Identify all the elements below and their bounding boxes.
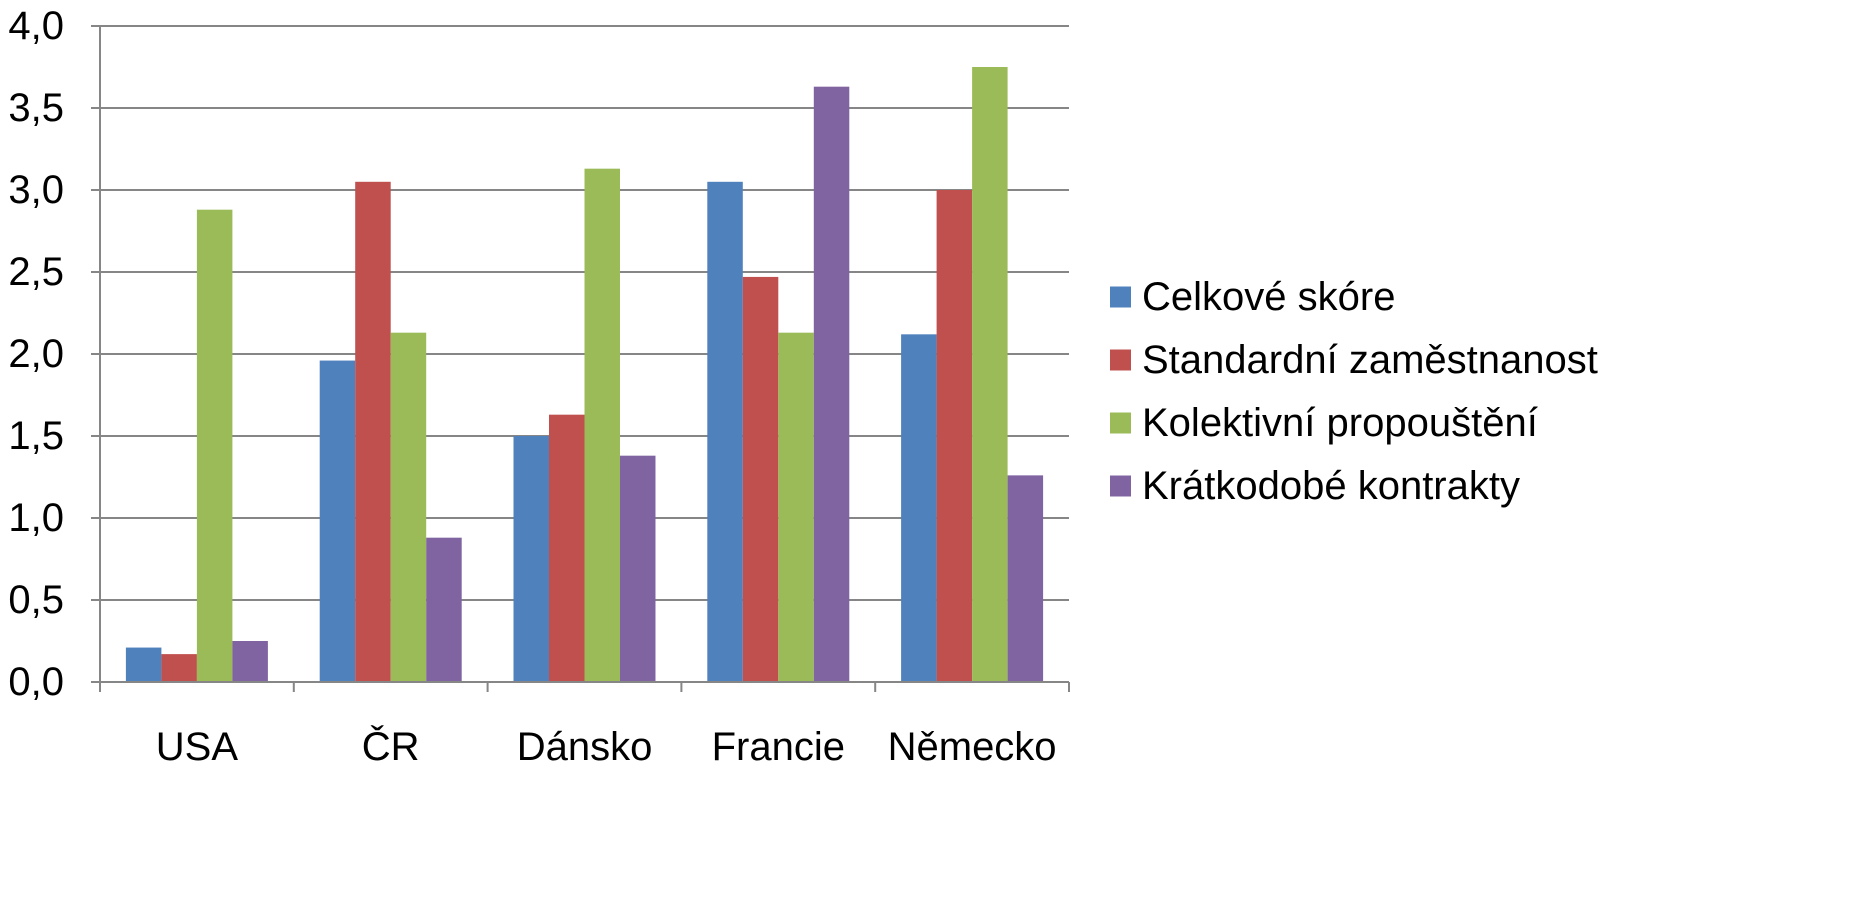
legend-label: Kolektivní propouštění	[1142, 401, 1538, 445]
x-axis-category-labels: USA ČR Dánsko Francie Německo	[156, 724, 1057, 769]
y-tick-label: 4,0	[8, 4, 64, 48]
bar-usa-kratkodobe-kontrakty	[232, 641, 268, 682]
legend-swatch-kolektivni-propousteni	[1110, 412, 1131, 434]
bar-usa-standardni-zamestnanost	[161, 654, 197, 682]
bar-usa-kolektivni-propousteni	[196, 209, 233, 682]
legend-label: Standardní zaměstnanost	[1142, 338, 1598, 382]
x-category-label: Francie	[712, 725, 845, 769]
y-tick-label: 0,5	[8, 578, 64, 622]
bar-nemecko-celkove-skore	[901, 334, 937, 682]
bar-dansko-kratkodobe-kontrakty	[620, 455, 656, 682]
bar-francie-standardni-zamestnanost	[742, 276, 779, 682]
bar-nemecko-kratkodobe-kontrakty	[1007, 475, 1044, 682]
bar-cr-standardni-zamestnanost	[355, 181, 391, 683]
bar-cr-kratkodobe-kontrakty	[426, 537, 462, 682]
bar-cr-celkove-skore	[319, 360, 356, 682]
bar-francie-kratkodobe-kontrakty	[813, 86, 850, 683]
y-tick-label: 1,0	[8, 496, 64, 540]
y-tick-label: 3,5	[8, 86, 64, 130]
x-category-label: Německo	[888, 725, 1057, 769]
bars	[125, 67, 1044, 683]
bar-francie-celkove-skore	[707, 181, 743, 683]
y-axis-tick-labels: 0,0 0,5 1,0 1,5 2,0 2,5 3,0 3,5 4,0	[8, 4, 64, 704]
bar-dansko-celkove-skore	[513, 436, 549, 682]
y-tick-label: 0,0	[8, 660, 64, 704]
legend-swatch-celkove-skore	[1110, 286, 1131, 308]
bar-nemecko-kolektivni-propousteni	[972, 67, 1008, 682]
legend-swatch-kratkodobe-kontrakty	[1110, 475, 1131, 497]
legend-swatch-standardni-zamestnanost	[1110, 349, 1131, 371]
bar-dansko-standardni-zamestnanost	[549, 414, 585, 682]
legend-label: Krátkodobé kontrakty	[1142, 464, 1520, 508]
bar-francie-kolektivni-propousteni	[778, 332, 814, 682]
y-tick-label: 3,0	[8, 168, 64, 212]
bar-dansko-kolektivni-propousteni	[584, 168, 620, 682]
legend: Celkové skóre Standardní zaměstnanost Kole…	[1110, 275, 1598, 508]
axes	[91, 25, 1070, 692]
bar-cr-kolektivni-propousteni	[390, 332, 427, 682]
x-category-label: Dánsko	[517, 725, 653, 769]
x-category-label: USA	[156, 725, 239, 769]
bar-nemecko-standardni-zamestnanost	[936, 190, 973, 682]
bar-usa-celkove-skore	[125, 647, 162, 682]
x-category-label: ČR	[362, 724, 420, 769]
legend-label: Celkové skóre	[1142, 275, 1395, 319]
y-tick-label: 1,5	[8, 414, 64, 458]
y-tick-label: 2,0	[8, 332, 64, 376]
y-tick-label: 2,5	[8, 250, 64, 294]
